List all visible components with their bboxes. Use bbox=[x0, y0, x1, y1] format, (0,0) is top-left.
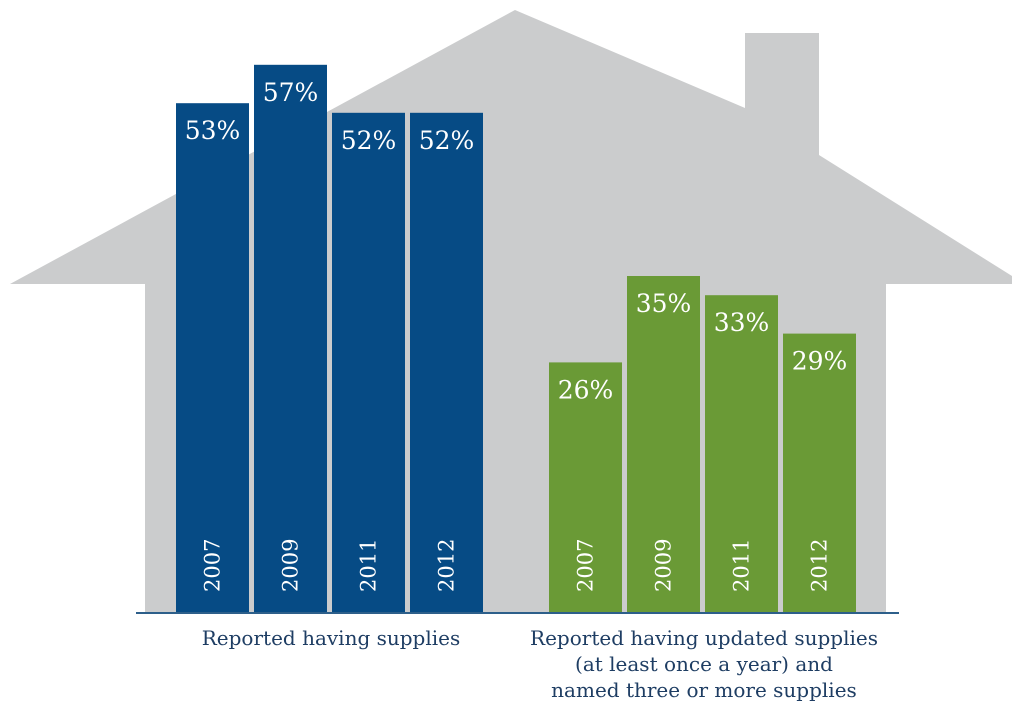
year-label: 2007 bbox=[574, 539, 598, 592]
value-label: 52% bbox=[341, 126, 397, 155]
bar-1-2007 bbox=[176, 103, 249, 612]
year-label: 2012 bbox=[808, 539, 832, 592]
group-caption-line: (at least once a year) and bbox=[575, 652, 833, 676]
year-label: 2009 bbox=[652, 539, 676, 592]
bar-2-2007 bbox=[549, 362, 622, 612]
bar-1-2009 bbox=[254, 64, 327, 613]
bar-1-2012 bbox=[410, 112, 483, 613]
group-caption-line: Reported having updated supplies bbox=[530, 626, 878, 650]
year-label: 2007 bbox=[201, 539, 225, 592]
year-label: 2011 bbox=[357, 539, 381, 592]
bar-1-2011 bbox=[332, 112, 405, 613]
bars: 53% 2007 57% 2009 52% 2011 52% 2012 26% 2007 35% 20… bbox=[176, 64, 856, 613]
group-captions: Reported having supplies Reported having … bbox=[202, 626, 878, 702]
value-label: 57% bbox=[263, 78, 319, 107]
value-label: 52% bbox=[419, 126, 475, 155]
value-label: 53% bbox=[185, 116, 241, 145]
value-label: 33% bbox=[714, 308, 770, 337]
year-label: 2011 bbox=[730, 539, 754, 592]
value-label: 35% bbox=[636, 289, 692, 318]
group-caption-line: named three or more supplies bbox=[551, 678, 857, 702]
bar-2-2011 bbox=[705, 295, 778, 612]
house-silhouette bbox=[10, 10, 1012, 612]
value-label: 26% bbox=[558, 375, 614, 404]
bar-2-2009 bbox=[627, 276, 700, 612]
value-label: 29% bbox=[792, 347, 848, 376]
year-label: 2012 bbox=[435, 539, 459, 592]
group-caption-line: Reported having supplies bbox=[202, 626, 461, 650]
bar-2-2012 bbox=[783, 333, 856, 612]
year-label: 2009 bbox=[279, 539, 303, 592]
